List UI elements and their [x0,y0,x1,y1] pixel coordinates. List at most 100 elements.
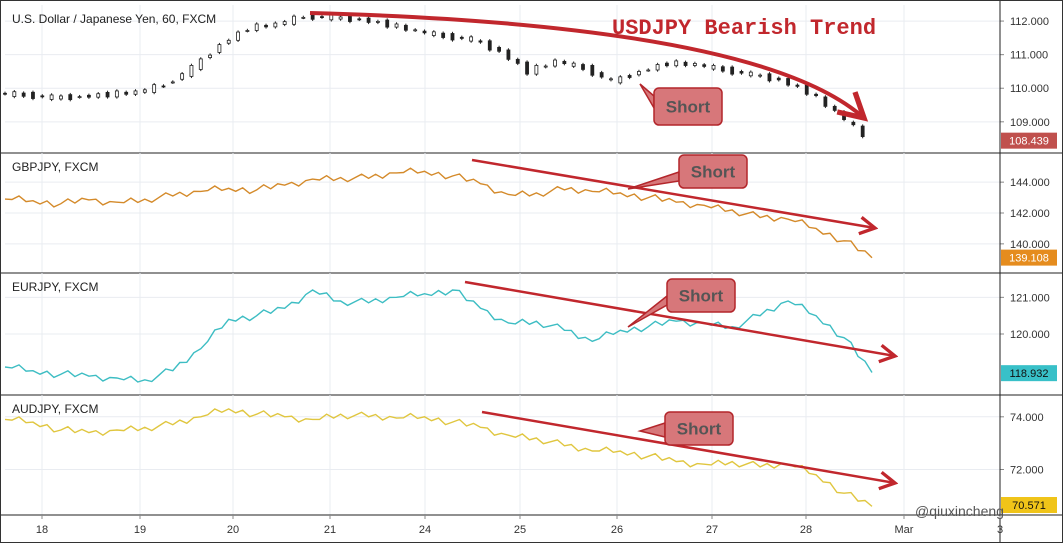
candle-body [692,62,697,66]
usdjpy-trend-arrow [309,11,864,118]
xtick-label: 21 [324,524,336,536]
candle-body [739,71,744,74]
candle-body [245,30,250,32]
candle-body [851,121,856,126]
candle-body [226,39,231,44]
candle-body [525,61,529,75]
candle-body [581,64,585,70]
short-callout-box [678,154,748,189]
candle-body [282,21,287,25]
candle-body [702,64,707,67]
candle-body [40,95,45,98]
watermark-text: @qiuxincheng [915,503,1004,519]
candle-body [273,22,278,28]
xtick-label: 19 [134,524,146,536]
candle-body [96,93,101,98]
eurjpy-title: EURJPY, FXCM [12,280,98,294]
gbpjpy-ytick-label: 140.000 [1010,239,1050,251]
candle-body [814,93,818,97]
candle-body [553,59,557,67]
candle-body [683,61,688,66]
candle-body [441,32,446,38]
candle-body [590,65,595,76]
usdjpy-ytick-label: 112.000 [1010,16,1049,28]
short-callout-label: Short [666,98,711,117]
short-callout-box [666,278,736,313]
candle-body [31,91,35,99]
candle-body [59,95,63,100]
candle-body [543,65,548,68]
candle-body [254,23,259,31]
gbpjpy-pane: 144.000 142.000 140.000 GBPJPY, FXCM 139.108 [0,153,1063,274]
audjpy-ytick-label: 72.000 [1010,464,1044,476]
candle-body [87,94,91,98]
eurjpy-ytick-label: 120.000 [1010,329,1050,341]
candle-body [413,29,418,32]
candle-body [133,90,138,95]
usdjpy-ytick-label: 110.000 [1010,83,1049,95]
candle-body [124,91,129,95]
candle-body [348,15,352,22]
candle-body [646,69,651,72]
candle-body [366,17,371,23]
short-callout-box [664,411,734,446]
candle-body [21,92,26,97]
candle-body [208,54,212,58]
trend-title: USDJPY Bearish Trend [612,16,876,41]
candle-body [77,96,82,99]
candle-body [189,65,194,77]
audjpy-series-line [4,408,873,507]
candle-body [767,73,772,82]
candle-body [730,66,735,75]
usdjpy-price-badge-label: 108.439 [1009,136,1049,148]
candle-body [320,16,324,18]
candle-body [665,62,669,67]
candle-body [236,31,240,41]
candle-body [180,73,185,80]
candle-body [152,84,157,93]
usdjpy-price-badge [1001,132,1057,149]
candle-body [842,111,846,120]
gbpjpy-series-line [4,167,873,259]
eurjpy-ytick-label: 121.000 [1010,292,1050,304]
candle-body [786,78,790,86]
short-callout-eurjpy: Short [627,278,736,328]
candle-body [832,105,837,111]
audjpy-price-badge-label: 70.571 [1012,500,1046,512]
gbpjpy-title: GBPJPY, FXCM [12,160,98,174]
candle-body [776,77,781,81]
trend-arrow-audjpy [481,410,895,483]
candle-body [161,85,166,88]
usdjpy-title: U.S. Dollar / Japanese Yen, 60, FXCM [12,12,216,26]
candle-body [114,90,119,98]
candle-body [515,58,520,64]
short-callout-box [653,87,723,126]
short-callout-gbpjpy: Short [627,154,748,190]
trend-arrow-gbpjpy [471,158,875,228]
audjpy-title: AUDJPY, FXCM [12,402,98,416]
candle-body [758,74,763,77]
candle-body [12,91,17,97]
candle-body [795,84,800,87]
candle-body [487,40,492,51]
short-callout-audjpy: Short [637,411,734,446]
eurjpy-price-badge-label: 118.932 [1010,368,1049,380]
gbpjpy-ytick-label: 144.000 [1010,177,1050,189]
candle-body [748,71,753,77]
xtick-label: 26 [611,524,623,536]
audjpy-ytick-label: 74.000 [1010,412,1044,424]
candle-body [198,58,203,70]
candle-body [394,23,399,28]
usdjpy-ytick-label: 111.000 [1010,50,1048,62]
candle-body [637,71,641,76]
xtick-label: 3 [997,524,1003,536]
candle-body [376,21,380,23]
candle-body [422,30,427,34]
xtick-label: 20 [227,524,239,536]
xtick-label: 27 [706,524,718,536]
candle-body [459,36,464,39]
candle-body [618,76,623,84]
candle-body [823,96,828,107]
usdjpy-ytick-label: 109.000 [1010,117,1050,129]
